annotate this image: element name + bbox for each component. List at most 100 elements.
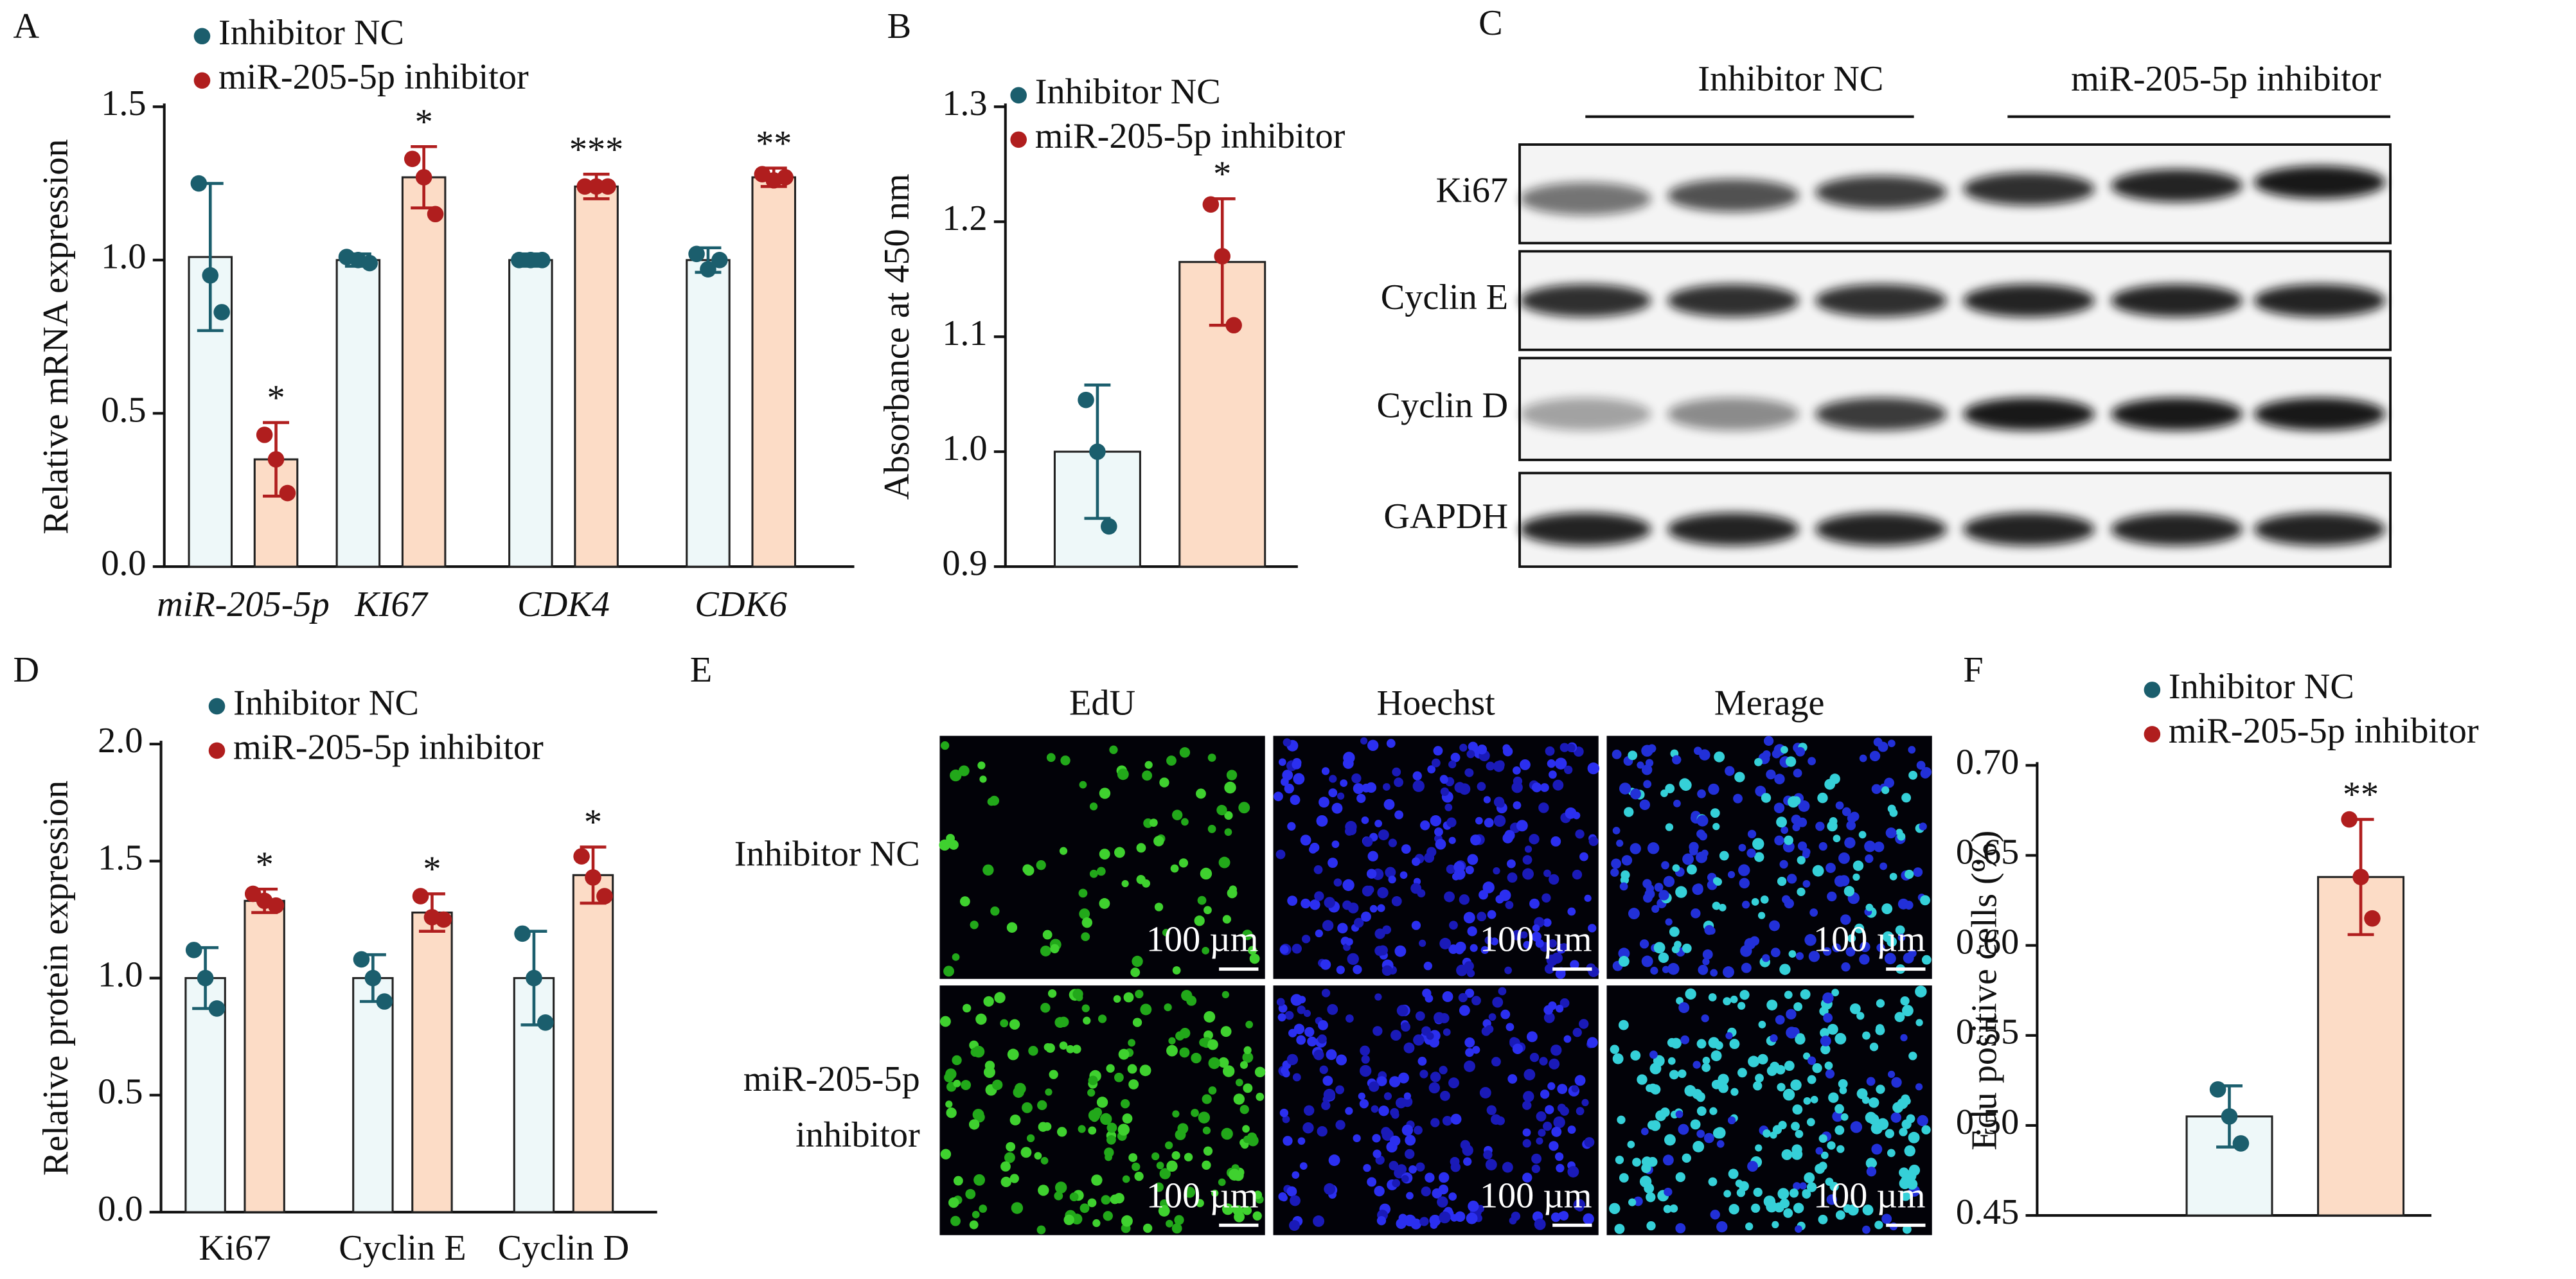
nucleus bbox=[1450, 752, 1461, 763]
nucleus bbox=[1903, 1097, 1911, 1105]
nucleus bbox=[1763, 1195, 1776, 1208]
nucleus bbox=[1522, 1172, 1532, 1183]
nucleus bbox=[953, 1079, 961, 1088]
nucleus bbox=[1908, 1131, 1920, 1143]
nucleus bbox=[1820, 1028, 1829, 1038]
nucleus bbox=[1824, 779, 1836, 790]
nucleus bbox=[1692, 1140, 1705, 1152]
nucleus bbox=[1618, 956, 1630, 967]
nucleus bbox=[1904, 1145, 1915, 1157]
nucleus bbox=[1174, 1215, 1184, 1225]
nucleus bbox=[1549, 874, 1559, 885]
nucleus bbox=[1869, 1097, 1879, 1108]
nucleus bbox=[1361, 912, 1371, 922]
nucleus bbox=[1637, 761, 1644, 769]
nucleus bbox=[1106, 1122, 1117, 1133]
data-point bbox=[533, 252, 551, 269]
nucleus bbox=[1351, 773, 1362, 784]
nucleus bbox=[1101, 1195, 1111, 1205]
nucleus bbox=[1099, 898, 1110, 909]
data-point bbox=[573, 848, 590, 865]
nucleus bbox=[1324, 897, 1335, 908]
nucleus bbox=[1559, 998, 1570, 1008]
nucleus bbox=[1795, 952, 1804, 960]
nucleus bbox=[1320, 959, 1331, 970]
bar bbox=[335, 259, 381, 568]
nucleus bbox=[1130, 967, 1141, 978]
nucleus bbox=[1096, 1097, 1108, 1108]
nucleus bbox=[1807, 1056, 1817, 1065]
nucleus bbox=[1702, 1057, 1710, 1064]
nucleus bbox=[1420, 820, 1430, 831]
nucleus bbox=[1887, 1070, 1896, 1079]
nucleus bbox=[1737, 1068, 1747, 1078]
nucleus bbox=[1066, 1045, 1075, 1054]
nucleus bbox=[1535, 939, 1544, 948]
nucleus bbox=[1000, 1176, 1011, 1188]
nucleus bbox=[1156, 1161, 1164, 1170]
nucleus bbox=[1290, 795, 1301, 806]
nucleus bbox=[940, 1149, 952, 1160]
nucleus bbox=[1248, 946, 1257, 955]
nucleus bbox=[1795, 1225, 1802, 1233]
nucleus bbox=[1719, 851, 1729, 861]
nucleus bbox=[1762, 954, 1770, 962]
nucleus bbox=[1612, 1053, 1624, 1064]
nucleus bbox=[1641, 745, 1653, 757]
nucleus bbox=[1908, 770, 1917, 780]
nucleus bbox=[1011, 1202, 1024, 1214]
legend-marker bbox=[1010, 87, 1027, 104]
significance-label: ** bbox=[756, 123, 792, 163]
nucleus bbox=[1584, 1137, 1595, 1147]
nucleus bbox=[1353, 1134, 1361, 1142]
nucleus bbox=[1307, 1036, 1317, 1046]
nucleus bbox=[1835, 1210, 1845, 1220]
nucleus bbox=[1529, 1052, 1540, 1063]
blot-band bbox=[2253, 284, 2386, 317]
nucleus bbox=[1646, 1221, 1656, 1231]
nucleus bbox=[1672, 864, 1680, 872]
nucleus bbox=[1653, 942, 1666, 954]
data-point bbox=[688, 245, 705, 263]
nucleus bbox=[1538, 1129, 1546, 1137]
data-point bbox=[190, 175, 208, 192]
nucleus bbox=[1282, 1115, 1290, 1124]
nucleus bbox=[1862, 1031, 1870, 1040]
nucleus bbox=[1245, 1021, 1254, 1028]
nucleus bbox=[1679, 778, 1691, 789]
nucleus bbox=[1276, 998, 1285, 1007]
nucleus bbox=[1795, 746, 1806, 757]
nucleus bbox=[1199, 1037, 1208, 1047]
nucleus bbox=[1036, 1225, 1046, 1235]
legend-label: Inhibitor NC bbox=[2169, 667, 2354, 707]
nucleus bbox=[1540, 783, 1549, 792]
y-tick-label: 0.55 bbox=[1956, 1012, 2019, 1052]
nucleus bbox=[1689, 846, 1698, 856]
nucleus bbox=[1663, 876, 1675, 887]
nucleus bbox=[1710, 808, 1720, 818]
nucleus bbox=[1822, 992, 1834, 1004]
nucleus bbox=[1036, 860, 1046, 870]
nucleus bbox=[1464, 988, 1475, 998]
nucleus bbox=[1869, 1160, 1878, 1167]
nucleus bbox=[1507, 1074, 1518, 1084]
nucleus bbox=[1493, 797, 1505, 807]
micrograph: 100 µm bbox=[1606, 736, 1932, 979]
nucleus bbox=[1286, 1186, 1297, 1197]
nucleus bbox=[1513, 766, 1521, 775]
nucleus bbox=[1882, 931, 1894, 942]
nucleus bbox=[1639, 799, 1651, 811]
nucleus bbox=[1543, 918, 1552, 927]
nucleus bbox=[1316, 815, 1328, 827]
nucleus bbox=[1906, 1114, 1915, 1124]
nucleus bbox=[1513, 801, 1522, 809]
nucleus bbox=[1459, 743, 1468, 752]
nucleus bbox=[1479, 1087, 1491, 1098]
nucleus bbox=[1297, 1137, 1306, 1145]
nucleus bbox=[1322, 1075, 1333, 1086]
nucleus bbox=[1359, 1099, 1369, 1109]
nucleus bbox=[1806, 1118, 1815, 1127]
nucleus bbox=[1228, 1169, 1241, 1181]
nucleus bbox=[1777, 1082, 1786, 1091]
nucleus bbox=[1171, 1151, 1180, 1160]
